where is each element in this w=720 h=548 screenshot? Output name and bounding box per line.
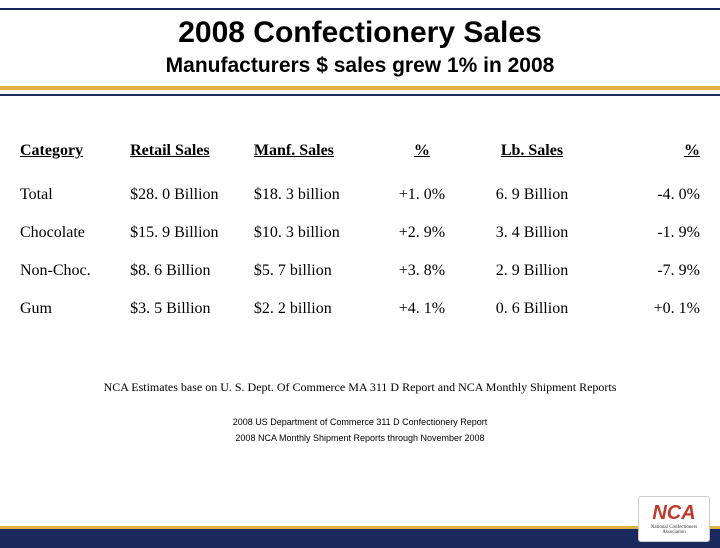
cell-category: Gum [16, 290, 126, 328]
col-lb-sales: Lb. Sales [470, 136, 594, 176]
slide: 2008 Confectionery Sales Manufacturers $… [0, 8, 720, 548]
table-row: Chocolate $15. 9 Billion $10. 3 billion … [16, 214, 704, 252]
col-manf-sales: Manf. Sales [250, 136, 374, 176]
col-retail-sales: Retail Sales [126, 136, 250, 176]
col-lb-pct: % [594, 136, 704, 176]
table-row: Non-Choc. $8. 6 Billion $5. 7 billion +3… [16, 252, 704, 290]
table-row: Gum $3. 5 Billion $2. 2 billion +4. 1% 0… [16, 290, 704, 328]
cell-lb: 0. 6 Billion [470, 290, 594, 328]
cell-lb-pct: -4. 0% [594, 176, 704, 214]
cell-retail: $3. 5 Billion [126, 290, 250, 328]
nca-logo: NCA National Confectioners Association [638, 496, 710, 542]
page-title: 2008 Confectionery Sales [0, 10, 720, 54]
cell-manf: $5. 7 billion [250, 252, 374, 290]
sales-table-wrap: Category Retail Sales Manf. Sales % Lb. … [0, 96, 720, 328]
cell-retail: $28. 0 Billion [126, 176, 250, 214]
cell-lb-pct: +0. 1% [594, 290, 704, 328]
cell-retail: $15. 9 Billion [126, 214, 250, 252]
table-header-row: Category Retail Sales Manf. Sales % Lb. … [16, 136, 704, 176]
cell-lb: 3. 4 Billion [470, 214, 594, 252]
footer-bar [0, 526, 720, 548]
cell-category: Total [16, 176, 126, 214]
cell-lb-pct: -1. 9% [594, 214, 704, 252]
cell-category: Chocolate [16, 214, 126, 252]
gold-rule [0, 86, 720, 90]
cell-manf-pct: +2. 9% [374, 214, 470, 252]
cell-lb: 6. 9 Billion [470, 176, 594, 214]
cell-manf: $10. 3 billion [250, 214, 374, 252]
cell-retail: $8. 6 Billion [126, 252, 250, 290]
cell-manf-pct: +1. 0% [374, 176, 470, 214]
logo-abbrev: NCA [652, 503, 695, 523]
page-subtitle: Manufacturers $ sales grew 1% in 2008 [0, 54, 720, 86]
footnote-source-2: 2008 NCA Monthly Shipment Reports throug… [0, 433, 720, 443]
sales-table: Category Retail Sales Manf. Sales % Lb. … [16, 136, 704, 328]
cell-manf-pct: +3. 8% [374, 252, 470, 290]
col-category: Category [16, 136, 126, 176]
cell-lb: 2. 9 Billion [470, 252, 594, 290]
cell-category: Non-Choc. [16, 252, 126, 290]
cell-manf-pct: +4. 1% [374, 290, 470, 328]
logo-text: National Confectioners Association [639, 525, 709, 536]
footnote-estimates: NCA Estimates base on U. S. Dept. Of Com… [0, 380, 720, 395]
table-row: Total $28. 0 Billion $18. 3 billion +1. … [16, 176, 704, 214]
footnote-source-1: 2008 US Department of Commerce 311 D Con… [0, 417, 720, 427]
col-manf-pct: % [374, 136, 470, 176]
cell-lb-pct: -7. 9% [594, 252, 704, 290]
cell-manf: $2. 2 billion [250, 290, 374, 328]
cell-manf: $18. 3 billion [250, 176, 374, 214]
